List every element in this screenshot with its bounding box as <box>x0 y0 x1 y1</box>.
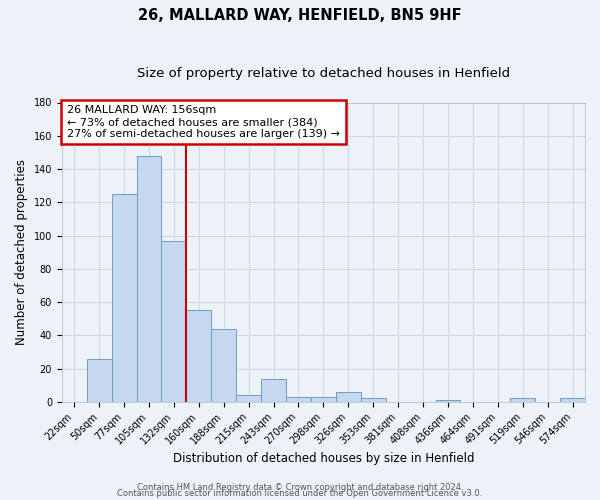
Bar <box>286 397 311 402</box>
Text: Contains HM Land Registry data © Crown copyright and database right 2024.: Contains HM Land Registry data © Crown c… <box>137 484 463 492</box>
Bar <box>211 328 236 402</box>
Bar <box>161 240 187 402</box>
Title: Size of property relative to detached houses in Henfield: Size of property relative to detached ho… <box>137 68 510 80</box>
Bar <box>361 398 386 402</box>
Text: 26 MALLARD WAY: 156sqm
← 73% of detached houses are smaller (384)
27% of semi-de: 26 MALLARD WAY: 156sqm ← 73% of detached… <box>67 106 340 138</box>
X-axis label: Distribution of detached houses by size in Henfield: Distribution of detached houses by size … <box>173 452 474 465</box>
Bar <box>436 400 460 402</box>
Bar <box>510 398 535 402</box>
Bar <box>187 310 211 402</box>
Bar <box>311 397 336 402</box>
Bar <box>261 378 286 402</box>
Text: 26, MALLARD WAY, HENFIELD, BN5 9HF: 26, MALLARD WAY, HENFIELD, BN5 9HF <box>138 8 462 22</box>
Bar <box>560 398 585 402</box>
Bar <box>236 395 261 402</box>
Y-axis label: Number of detached properties: Number of detached properties <box>15 159 28 345</box>
Bar <box>86 358 112 402</box>
Bar <box>137 156 161 402</box>
Bar <box>336 392 361 402</box>
Bar <box>112 194 137 402</box>
Text: Contains public sector information licensed under the Open Government Licence v3: Contains public sector information licen… <box>118 490 482 498</box>
